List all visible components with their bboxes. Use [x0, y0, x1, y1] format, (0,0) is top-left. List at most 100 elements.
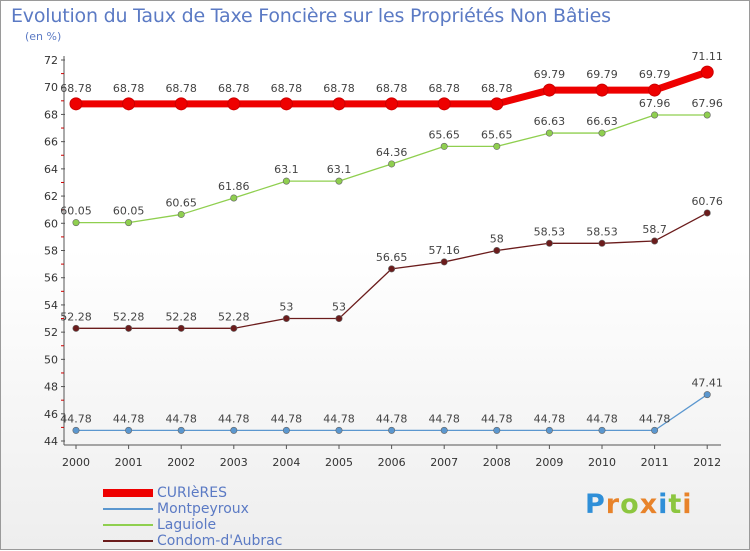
- x-tick-label: 2012: [693, 456, 721, 469]
- x-tick-label: 2011: [641, 456, 669, 469]
- y-tick-label: 50: [44, 353, 58, 366]
- data-label: 53: [279, 301, 293, 314]
- logo-letter: r: [605, 489, 621, 520]
- data-point: [72, 219, 80, 227]
- legend-swatch: [103, 508, 153, 510]
- data-label: 68.78: [323, 82, 355, 95]
- data-point: [493, 142, 501, 150]
- data-point: [440, 142, 448, 150]
- data-point: [385, 97, 399, 111]
- data-label: 66.63: [534, 115, 566, 128]
- y-tick-label: 70: [44, 81, 58, 94]
- data-point: [440, 426, 448, 434]
- data-point: [651, 237, 659, 245]
- data-point: [177, 426, 185, 434]
- data-point: [72, 324, 80, 332]
- data-label: 65.65: [481, 128, 513, 141]
- data-label: 69.79: [639, 68, 671, 81]
- data-label: 44.78: [376, 412, 408, 425]
- x-tick-label: 2003: [220, 456, 248, 469]
- data-point: [542, 83, 556, 97]
- data-point: [282, 177, 290, 185]
- data-point: [335, 315, 343, 323]
- data-point: [598, 426, 606, 434]
- logo-letter: o: [620, 489, 640, 520]
- y-tick-label: 64: [44, 163, 58, 176]
- data-point: [332, 97, 346, 111]
- y-tick-label: 68: [44, 108, 58, 121]
- data-label: 44.78: [165, 412, 197, 425]
- data-point: [703, 111, 711, 119]
- legend-swatch: [103, 540, 153, 542]
- logo-letter: t: [668, 489, 683, 520]
- y-tick-label: 60: [44, 217, 58, 230]
- data-label: 68.78: [428, 82, 460, 95]
- data-point: [69, 97, 83, 111]
- data-point: [122, 97, 136, 111]
- y-tick-label: 56: [44, 272, 58, 285]
- data-label: 68.78: [376, 82, 408, 95]
- data-label: 66.63: [586, 115, 618, 128]
- data-label: 44.78: [60, 412, 92, 425]
- data-label: 68.78: [60, 82, 92, 95]
- data-label: 64.36: [376, 146, 408, 159]
- legend-item: Condom-d'Aubrac: [103, 533, 282, 549]
- legend-item: CURIèRES: [103, 485, 282, 501]
- data-point: [335, 177, 343, 185]
- legend-swatch: [103, 489, 153, 497]
- data-label: 56.65: [376, 251, 408, 264]
- data-label: 68.78: [113, 82, 145, 95]
- data-label: 69.79: [534, 68, 566, 81]
- data-label: 44.78: [481, 412, 513, 425]
- data-point: [227, 97, 241, 111]
- data-label: 63.1: [274, 163, 299, 176]
- x-tick-label: 2006: [378, 456, 406, 469]
- data-point: [282, 426, 290, 434]
- data-point: [595, 83, 609, 97]
- legend-label: Condom-d'Aubrac: [157, 533, 283, 549]
- data-label: 58: [490, 233, 504, 246]
- data-label: 44.78: [113, 412, 145, 425]
- data-point: [177, 324, 185, 332]
- data-label: 52.28: [113, 310, 145, 323]
- legend-item: Montpeyroux: [103, 501, 282, 517]
- y-tick-label: 72: [44, 54, 58, 67]
- y-tick-label: 46: [44, 408, 58, 421]
- x-tick-label: 2010: [588, 456, 616, 469]
- data-label: 44.78: [218, 412, 250, 425]
- chart-subtitle: (en %): [25, 30, 62, 43]
- proxiti-logo: Proxiti: [585, 489, 693, 520]
- data-point: [493, 247, 501, 255]
- data-point: [230, 324, 238, 332]
- data-point: [703, 209, 711, 217]
- data-point: [651, 426, 659, 434]
- data-label: 63.1: [327, 163, 352, 176]
- x-tick-label: 2002: [167, 456, 195, 469]
- x-tick-label: 2009: [535, 456, 563, 469]
- data-point: [177, 210, 185, 218]
- y-tick-label: 66: [44, 136, 58, 149]
- data-label: 44.78: [323, 412, 355, 425]
- data-point: [545, 426, 553, 434]
- data-label: 68.78: [165, 82, 197, 95]
- data-point: [388, 426, 396, 434]
- data-point: [125, 324, 133, 332]
- y-tick-label: 62: [44, 190, 58, 203]
- x-tick-label: 2001: [115, 456, 143, 469]
- data-label: 60.76: [691, 195, 723, 208]
- data-label: 69.79: [586, 68, 618, 81]
- data-label: 68.78: [271, 82, 303, 95]
- data-point: [125, 219, 133, 227]
- data-label: 58.53: [586, 225, 618, 238]
- data-point: [125, 426, 133, 434]
- data-point: [282, 315, 290, 323]
- data-point: [388, 160, 396, 168]
- data-label: 67.96: [691, 97, 723, 110]
- x-tick-label: 2008: [483, 456, 511, 469]
- data-point: [700, 65, 714, 79]
- data-label: 68.78: [218, 82, 250, 95]
- data-label: 44.78: [428, 412, 460, 425]
- data-label: 52.28: [60, 310, 92, 323]
- data-point: [72, 426, 80, 434]
